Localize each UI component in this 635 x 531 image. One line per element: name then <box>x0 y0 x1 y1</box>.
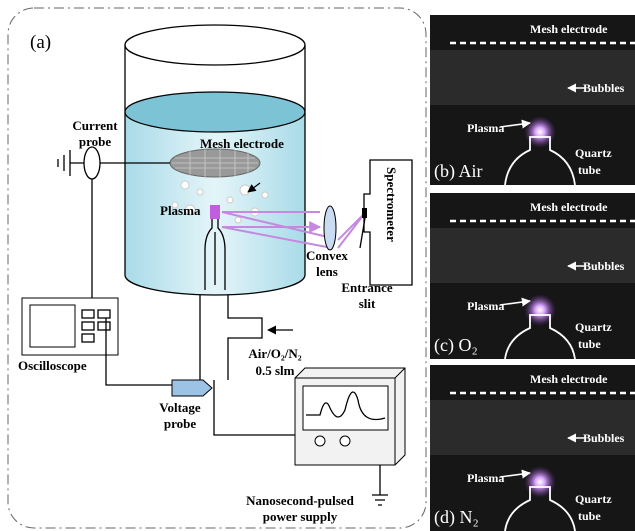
mesh-label: Mesh electrode <box>530 22 608 36</box>
photo-panels: Mesh electrode Bubbles Plasma (b) Air Quartz… <box>430 15 635 531</box>
plasma-glow <box>524 294 556 326</box>
beaker-rim <box>125 25 305 65</box>
text-line: Current <box>72 118 118 133</box>
text-line: Convex <box>306 248 348 263</box>
label-oscilloscope: Oscilloscope <box>18 358 87 373</box>
ps-knob <box>315 436 325 446</box>
photo-haze <box>430 50 635 105</box>
quartz-line: tube <box>578 337 601 351</box>
quartz-line: Quartz <box>575 320 612 334</box>
entrance-slit <box>362 208 367 218</box>
text-line: probe <box>164 416 196 431</box>
ps-knob <box>340 436 350 446</box>
photo-panel: Mesh electrode Bubbles Plasma (b) Air Quartz… <box>430 15 635 185</box>
bubbles-label: Bubbles <box>583 81 625 95</box>
text-line: lens <box>316 264 338 279</box>
plasma-label: Plasma <box>467 471 504 485</box>
convex-lens <box>324 206 336 250</box>
label-spectrometer: Spectrometer <box>384 167 399 242</box>
plasma-glow <box>524 116 556 148</box>
label-gas: Air/O₂/N₂ 0.5 slm <box>248 346 301 378</box>
mesh-label: Mesh electrode <box>530 200 608 214</box>
mesh-label: Mesh electrode <box>530 372 608 386</box>
ground-left <box>58 150 70 176</box>
quartz-line: tube <box>578 163 601 177</box>
text-line: Nanosecond-pulsed <box>246 493 354 508</box>
photo-haze <box>430 400 635 455</box>
current-probe <box>84 147 100 179</box>
panel-label: (c) O₂ <box>434 335 478 356</box>
label-mesh: Mesh electrode <box>200 136 284 151</box>
label-plasma: Plasma <box>160 203 201 218</box>
osc-screen <box>30 305 75 347</box>
figure: (a) Currentprobe Mesh electrode Plasma S… <box>0 0 635 531</box>
voltage-probe <box>172 380 212 396</box>
photo-panel: Mesh electrode Bubbles Plasma (d) N₂ Quartz t… <box>430 365 635 531</box>
plasma-label: Plasma <box>467 299 504 313</box>
slit-pointer <box>360 218 365 248</box>
gas-pipe <box>200 295 262 380</box>
water-surface <box>125 92 305 132</box>
text-line: Voltage <box>159 400 201 415</box>
quartz-line: Quartz <box>575 146 612 160</box>
bubbles-label: Bubbles <box>583 431 625 445</box>
text-line: slit <box>359 296 376 311</box>
photo-haze <box>430 228 635 283</box>
shape <box>227 197 233 203</box>
shape <box>240 185 250 195</box>
text-line: Air/O₂/N₂ <box>248 346 301 361</box>
quartz-line: Quartz <box>575 492 612 506</box>
quartz-line: tube <box>578 509 601 523</box>
shape <box>262 192 268 198</box>
text-line: 0.5 slm <box>256 363 295 378</box>
plasma-jet <box>210 205 220 219</box>
plasma-label: Plasma <box>467 121 504 135</box>
shape <box>235 217 241 223</box>
text-line: probe <box>79 134 111 149</box>
plasma-glow <box>524 466 556 498</box>
bubbles-label: Bubbles <box>583 259 625 273</box>
shape <box>197 189 203 195</box>
text-line: Entrance <box>341 280 393 295</box>
panel-label: (b) Air <box>434 161 483 182</box>
photo-panel: Mesh electrode Bubbles Plasma (c) O₂ Quartz t… <box>430 193 635 359</box>
panel-label: (a) <box>30 32 51 53</box>
text-line: power supply <box>263 509 338 524</box>
shape <box>181 181 189 189</box>
panel-label: (d) N₂ <box>434 507 479 528</box>
